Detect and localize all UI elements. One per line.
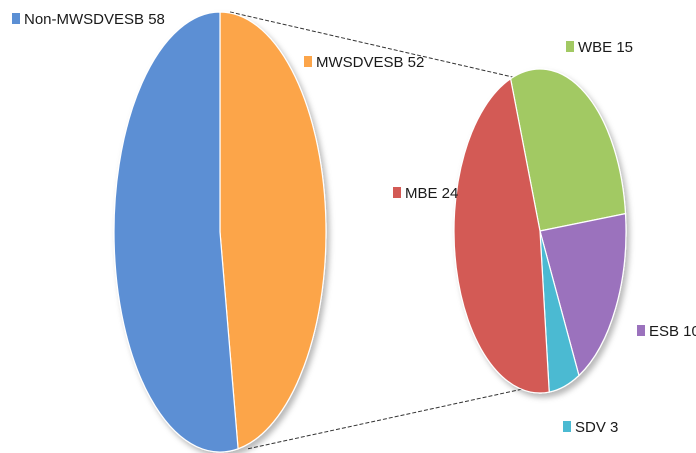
label-key-mbe — [393, 187, 401, 198]
label-wbe: WBE 15 — [566, 39, 633, 56]
connector-line-bottom — [247, 386, 533, 450]
label-key-sdv — [563, 421, 571, 432]
label-sdv: SDV 3 — [563, 419, 618, 436]
label-non-mwsdvesb: Non-MWSDVESB 58 — [12, 11, 165, 28]
slice-non-mwsdvesb — [113, 11, 239, 453]
slice-mwsdvesb — [219, 11, 327, 450]
label-mwsdvesb: MWSDVESB 52 — [304, 54, 424, 71]
label-text-sdv: SDV 3 — [575, 419, 618, 436]
label-esb: ESB 10 — [637, 323, 696, 340]
secondary-pie — [453, 68, 627, 394]
label-text-non-mwsdvesb: Non-MWSDVESB 58 — [24, 11, 165, 28]
label-text-wbe: WBE 15 — [578, 39, 633, 56]
connector-lines — [229, 11, 533, 450]
label-key-wbe — [566, 41, 574, 52]
label-mbe: MBE 24 — [393, 185, 458, 202]
label-key-non-mwsdvesb — [12, 13, 20, 24]
slice-mbe — [453, 77, 550, 394]
primary-pie — [113, 11, 327, 453]
slice-esb — [539, 212, 627, 377]
label-key-esb — [637, 325, 645, 336]
connector-line-top — [229, 11, 531, 82]
slice-wbe — [509, 68, 627, 232]
data-labels: Non-MWSDVESB 58 MWSDVESB 52 WBE 15 ESB 10 SD… — [12, 11, 696, 436]
label-text-mwsdvesb: MWSDVESB 52 — [316, 54, 424, 71]
label-text-esb: ESB 10 — [649, 323, 696, 340]
label-text-mbe: MBE 24 — [405, 185, 458, 202]
label-key-mwsdvesb — [304, 56, 312, 67]
